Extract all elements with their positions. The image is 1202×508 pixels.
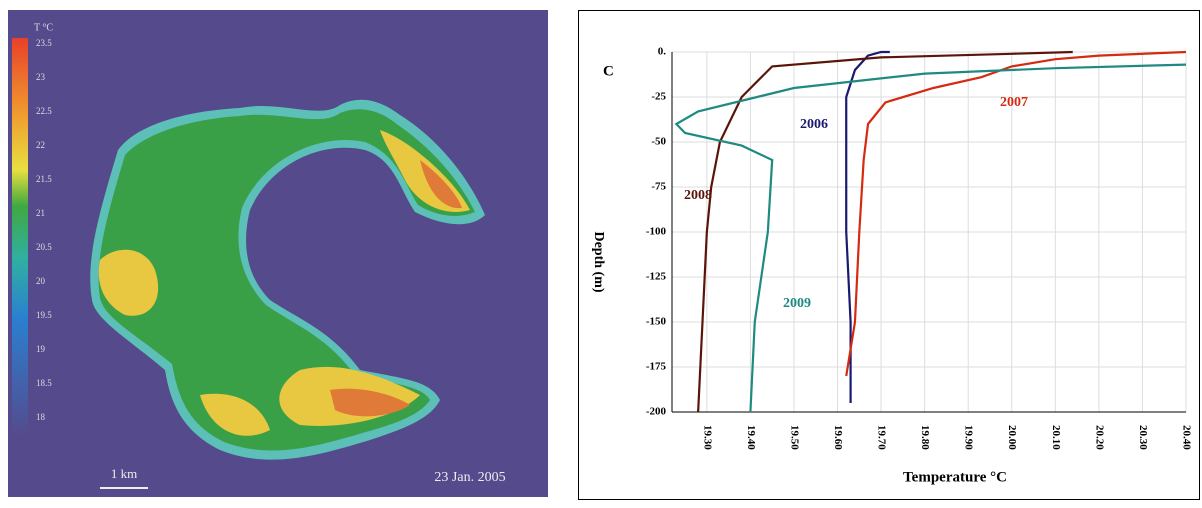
island [90, 99, 485, 460]
y-axis-title: Depth (m) [591, 231, 606, 292]
colorbar-label: 20.5 [36, 242, 52, 252]
series-line [697, 50, 1073, 413]
chart-frame [578, 10, 1200, 500]
y-tick-label: -175 [646, 361, 667, 373]
y-tick-label: -125 [646, 271, 667, 283]
y-tick-label: -100 [646, 226, 667, 238]
colorbar-unit: T °C [34, 22, 53, 33]
x-axis-title: Temperature °C [903, 469, 1007, 485]
colorbar-label: 18 [36, 412, 46, 422]
series-label: 2006 [800, 117, 828, 132]
x-tick-label: 20.30 [1137, 425, 1149, 450]
colorbar-label: 21.5 [36, 174, 52, 184]
series-line [845, 50, 890, 403]
x-tick-label: 20.00 [1006, 425, 1018, 450]
x-tick-label: 19.90 [963, 425, 975, 450]
x-tick-label: 19.50 [788, 425, 800, 450]
series-label: 2007 [1000, 95, 1028, 110]
y-tick-label: -50 [651, 136, 666, 148]
colorbar-label: 22.5 [36, 106, 52, 116]
y-tick-label: -150 [646, 316, 667, 328]
y-tick-label: 0. [658, 46, 667, 58]
series-line [845, 50, 1187, 377]
x-tick-label: 20.40 [1180, 425, 1192, 450]
y-tick-label: -75 [651, 181, 666, 193]
series-line [674, 63, 1187, 413]
colorbar-label: 20 [36, 276, 46, 286]
x-tick-label: 19.70 [876, 425, 888, 450]
y-tick-label: -200 [646, 406, 667, 418]
colorbar-label: 19.5 [36, 310, 52, 320]
y-tick-label: -25 [651, 91, 666, 103]
panel-label: C [603, 63, 614, 79]
x-tick-label: 19.40 [745, 425, 757, 450]
colorbar-label: 19 [36, 344, 46, 354]
scale-label: 1 km [111, 466, 137, 481]
x-tick-label: 19.80 [919, 425, 931, 450]
colorbar-label: 23 [36, 72, 46, 82]
date: 23 Jan. 2005 [434, 470, 505, 485]
colorbar-label: 22 [36, 140, 45, 150]
colorbar-label: 18.5 [36, 378, 52, 388]
x-tick-label: 19.60 [832, 425, 844, 450]
x-tick-label: 20.20 [1093, 425, 1105, 450]
colorbar-label: 21 [36, 208, 45, 218]
x-tick-label: 19.30 [701, 425, 713, 450]
colorbar-label: 23.5 [36, 38, 52, 48]
colorbar [12, 38, 28, 438]
series-label: 2009 [783, 296, 811, 311]
x-tick-label: 20.10 [1050, 425, 1062, 450]
series-label: 2008 [684, 188, 712, 203]
